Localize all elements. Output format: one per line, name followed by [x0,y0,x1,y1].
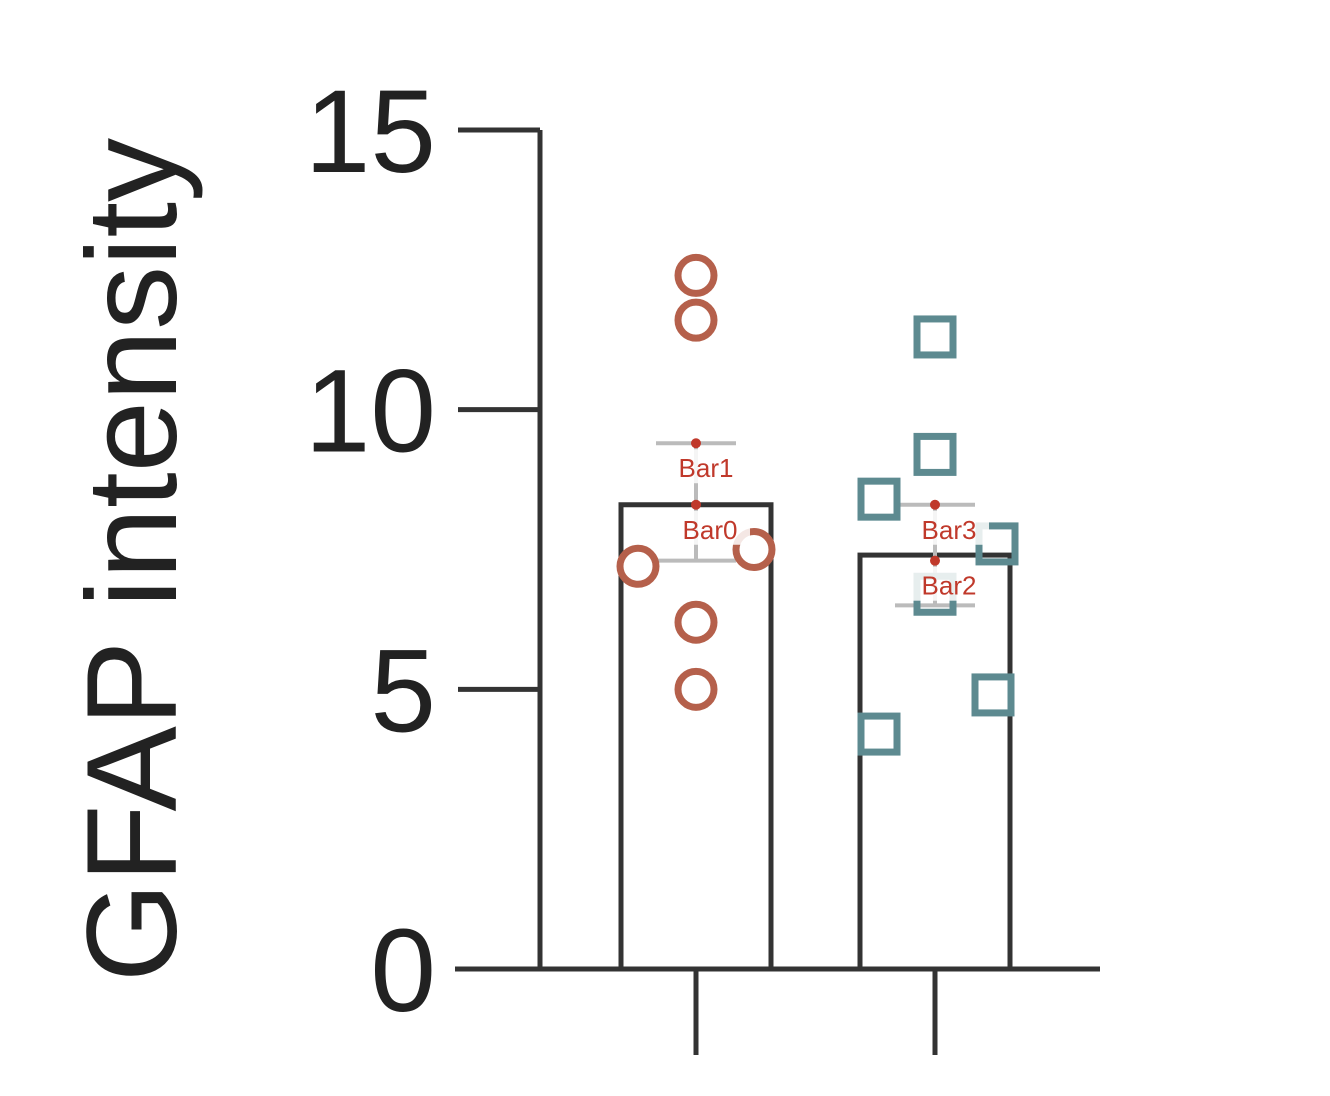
annotation-marker [691,438,701,449]
annotation-background [907,566,989,601]
annotation: Bar3 [907,499,989,545]
bar [618,502,774,972]
data-point [732,528,776,571]
y-tick-label: 0 [370,905,436,1037]
annotation-background [668,449,750,484]
annotation-marker [691,499,701,510]
annotation-marker [930,499,940,510]
data-point [913,315,957,359]
data-point [857,712,901,756]
annotation-label: Bar1 [679,453,734,483]
bar [857,552,1013,972]
data-point [674,253,718,297]
y-tick-label: 15 [305,66,436,198]
x-axis [455,966,1100,1055]
data-point [674,298,718,342]
data-point [674,600,718,644]
y-tick-label: 10 [305,346,436,478]
annotation: Bar0 [668,499,750,545]
data-point [913,432,957,476]
annotation-marker [930,555,940,566]
annotation-label: Bar2 [922,571,977,601]
annotation-background [668,510,750,545]
data-point [971,673,1015,717]
y-tick-label: 5 [370,625,436,757]
annotation-label: Bar0 [683,515,738,545]
annotation: Bar1 [668,438,750,484]
y-axis-label: GFAP intensity [61,138,204,982]
data-point [857,477,901,521]
y-axis: 0 5 10 15 [305,66,543,1037]
annotation-label: Bar3 [922,515,977,545]
annotations: Bar1 Bar0 Bar3 Bar2 [668,438,989,601]
annotation: Bar2 [907,555,989,601]
annotation-background [907,510,989,545]
data-point [616,544,660,588]
data-point [674,667,718,711]
